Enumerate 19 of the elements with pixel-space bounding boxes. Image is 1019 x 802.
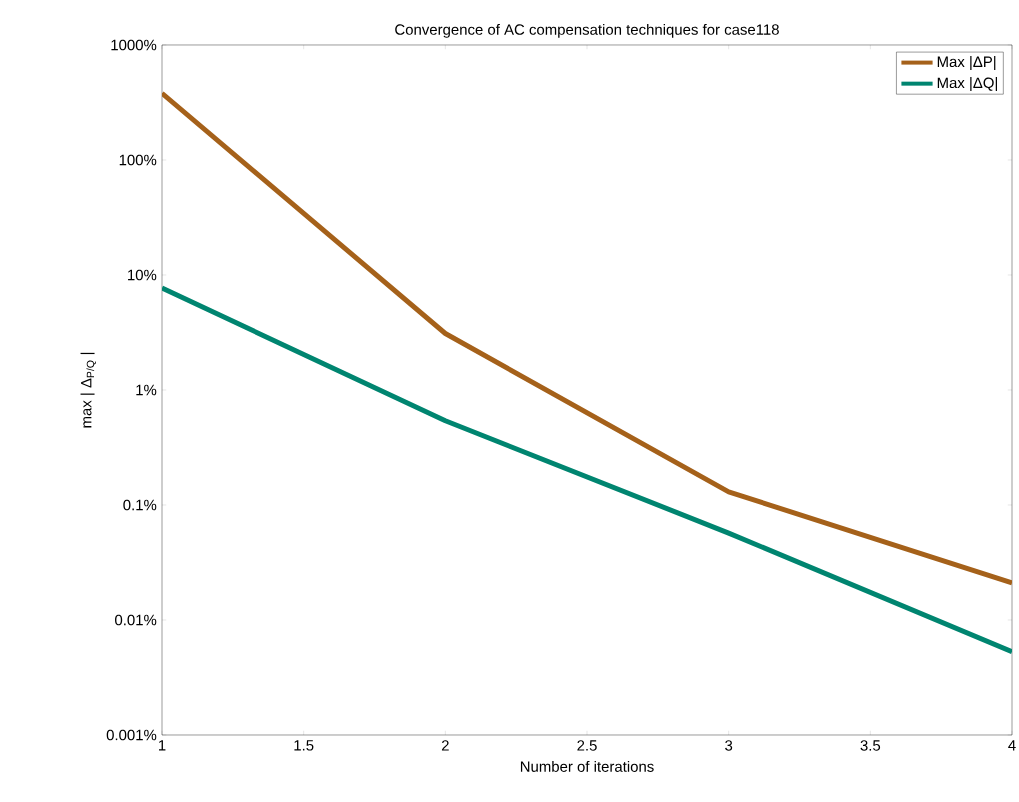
y-tick-label: 0.1% [123,499,157,511]
legend-label: Max |ΔQ| [937,77,997,92]
x-tick-label: 1.5 [294,740,314,751]
x-tick-label: 4 [1008,740,1016,751]
y-tick-label: 10% [128,269,157,281]
x-tick-label: 1 [158,740,166,751]
x-tick-label: 3.5 [860,740,881,751]
chart-title: Convergence of AC compensation techniques for case118 [395,23,779,38]
y-tick-label: 0.001% [106,729,157,741]
y-tick-label: 1000% [111,39,157,51]
x-axis-title: Number of iterations [520,760,654,772]
x-tick-label: 2.5 [577,740,597,751]
y-tick-label: 100% [119,154,157,166]
x-tick-label: 2 [441,740,449,751]
y-tick-label: 0.01% [115,614,157,626]
y-tick-label: 1% [136,384,157,396]
y-axis-title: max | Δ$_{P/Q}$ | [80,352,96,428]
legend-label: Max |ΔP| [937,56,996,71]
x-tick-label: 3 [725,740,733,751]
